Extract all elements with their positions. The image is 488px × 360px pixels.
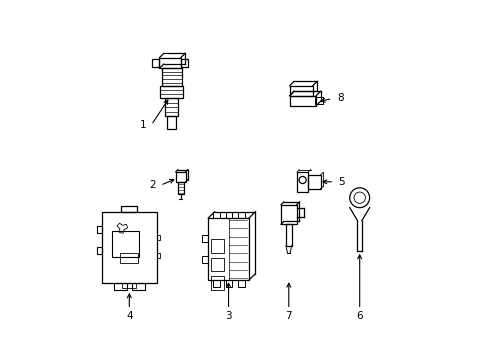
Text: 1: 1 bbox=[140, 120, 146, 130]
Text: 4: 4 bbox=[126, 311, 132, 321]
Text: 6: 6 bbox=[356, 311, 362, 321]
Text: 5: 5 bbox=[338, 177, 345, 187]
Text: 8: 8 bbox=[336, 94, 343, 103]
Text: 7: 7 bbox=[285, 311, 291, 321]
Text: 2: 2 bbox=[149, 180, 155, 190]
Text: 3: 3 bbox=[225, 311, 231, 321]
